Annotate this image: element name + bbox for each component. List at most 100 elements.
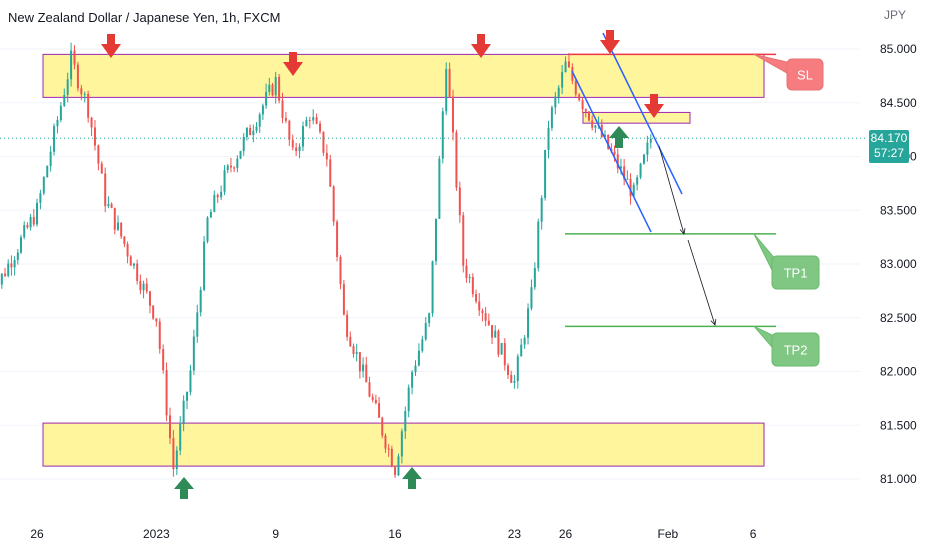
candle-body	[175, 450, 178, 470]
candle-body	[120, 222, 123, 237]
candle-body	[336, 221, 339, 257]
candle-body	[305, 119, 308, 126]
candle-body	[189, 370, 192, 393]
time-tick-label: 26	[30, 527, 44, 541]
candle-body	[339, 256, 342, 285]
last-price-tag: 84.170 57:27	[869, 130, 909, 163]
candle-body	[66, 79, 69, 95]
candle-body	[527, 308, 530, 338]
candle-body	[59, 105, 62, 121]
candle-body	[223, 170, 226, 192]
last-price-value: 84.170	[870, 131, 908, 145]
candle-body	[196, 312, 199, 337]
candle-body	[216, 194, 219, 198]
candle-body	[152, 305, 155, 319]
level-sl-box	[786, 58, 824, 91]
time-tick-label: 16	[388, 527, 402, 541]
candle-body	[381, 417, 384, 436]
candle-body	[581, 100, 584, 110]
candle-body	[468, 277, 471, 279]
candle-body	[158, 321, 161, 350]
candle-body	[520, 344, 523, 357]
candle-body	[239, 151, 242, 159]
candle-body	[97, 145, 100, 164]
candle-body	[533, 268, 536, 288]
candle-body	[646, 142, 649, 155]
candle-body	[626, 178, 629, 180]
candle-body	[378, 403, 381, 418]
level-tp2-box	[771, 332, 820, 367]
candle-body	[478, 301, 481, 311]
candle-body	[295, 147, 298, 152]
candle-body	[245, 127, 248, 138]
candle-body	[32, 217, 35, 225]
candle-body	[249, 127, 252, 135]
time-tick-label: Feb	[658, 527, 679, 541]
candle-body	[332, 186, 335, 222]
candle-body	[491, 325, 494, 338]
candle-body	[281, 100, 284, 118]
candle-body	[4, 273, 7, 276]
candle-body	[274, 76, 277, 96]
candle-body	[265, 91, 268, 106]
candle-body	[428, 313, 431, 324]
candle-body	[497, 330, 500, 355]
candle-body	[487, 320, 490, 326]
candle-body	[445, 69, 448, 112]
candle-body	[397, 456, 400, 476]
candle-body	[455, 132, 458, 188]
down-arrow-icon	[471, 34, 491, 58]
candle-body	[564, 61, 567, 73]
projection-arrow-1	[658, 145, 685, 235]
candle-body	[540, 197, 543, 222]
candle-body	[431, 261, 434, 314]
candle-body	[104, 173, 107, 207]
down-arrow-icon	[644, 94, 664, 118]
candle-body	[441, 111, 444, 159]
candle-body	[83, 93, 86, 95]
candle-body	[642, 154, 645, 164]
candle-body	[53, 126, 56, 152]
candle-body	[554, 96, 557, 108]
candle-body	[507, 365, 510, 375]
projection-arrow-1-head	[679, 228, 686, 235]
candle-body	[110, 203, 113, 208]
down-arrow-icon	[101, 34, 121, 58]
time-tick-label: 23	[508, 527, 522, 541]
candle-body	[139, 280, 142, 291]
time-tick-label: 2023	[143, 527, 170, 541]
candle-body	[39, 193, 42, 203]
candle-body	[145, 283, 148, 292]
candle-body	[481, 310, 484, 314]
candle-body	[530, 287, 533, 309]
candle-body	[484, 313, 487, 321]
candle-body	[162, 349, 165, 371]
candle-body	[298, 146, 301, 152]
candle-body	[206, 217, 209, 242]
candle-body	[155, 318, 158, 322]
projection-arrow-2-head	[710, 319, 717, 326]
candle-body	[179, 423, 182, 451]
candle-body	[371, 396, 374, 400]
price-tick-label: 83.000	[880, 257, 917, 271]
candle-body	[0, 273, 3, 285]
resistance-zone	[42, 53, 765, 98]
candle-body	[268, 84, 271, 92]
candle-body	[129, 256, 132, 266]
candle-body	[513, 381, 516, 383]
candle-body	[368, 382, 371, 397]
candle-body	[567, 61, 570, 68]
candle-body	[132, 263, 135, 266]
candle-body	[148, 291, 151, 306]
candle-body	[312, 117, 315, 121]
candle-body	[261, 105, 264, 115]
candle-body	[26, 225, 29, 228]
time-tick-label: 26	[559, 527, 573, 541]
candle-body	[329, 159, 332, 187]
level-tp1-box	[771, 255, 820, 290]
candle-body	[591, 120, 594, 128]
candle-body	[29, 217, 32, 228]
candle-body	[571, 67, 574, 81]
